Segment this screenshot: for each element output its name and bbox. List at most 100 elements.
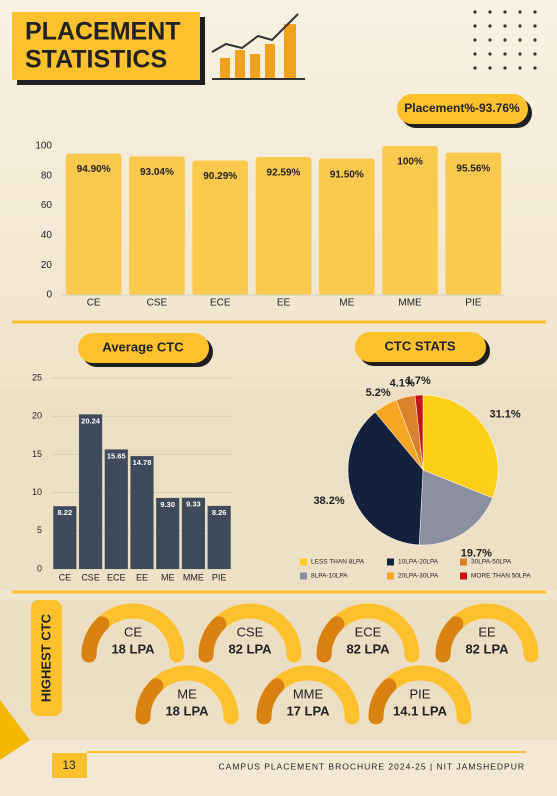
data-label: 15.65 <box>107 451 126 460</box>
data-label: 92.59% <box>267 168 301 179</box>
dot <box>503 66 507 70</box>
data-label: 19.7% <box>461 547 492 559</box>
y-tick-label: 20 <box>41 260 53 271</box>
dot <box>518 66 522 70</box>
gauge-branch: CE <box>124 624 142 639</box>
y-tick-label: 100 <box>35 141 52 152</box>
legend-label: LESS THAN 8LPA <box>311 559 365 566</box>
dot <box>533 10 537 14</box>
gauge-value: 82 LPA <box>228 641 272 656</box>
data-label: 4.1% <box>390 377 415 389</box>
x-tick-label: ECE <box>107 572 126 582</box>
bar <box>65 153 122 295</box>
x-tick-label: MME <box>183 572 204 582</box>
legend-label: 10LPA-20LPA <box>398 559 439 566</box>
legend-marker <box>300 572 307 580</box>
x-tick-label: ECE <box>210 298 231 309</box>
x-tick-label: MME <box>398 298 422 309</box>
dot <box>518 38 522 42</box>
bar <box>255 157 312 295</box>
gauge-accent <box>316 616 345 663</box>
data-label: 14.78 <box>133 458 152 467</box>
dot-grid <box>473 10 537 70</box>
x-tick-label: PIE <box>465 298 481 309</box>
gauge-accent <box>81 616 110 663</box>
page-number-box <box>52 753 87 778</box>
gauge-branch: ME <box>177 686 197 701</box>
pie-slice <box>347 411 424 546</box>
x-tick-label: CSE <box>147 298 168 309</box>
dot <box>503 52 507 56</box>
dot <box>473 10 477 14</box>
title-box <box>12 12 200 80</box>
data-label: 100% <box>397 157 423 168</box>
gauge-value: 18 LPA <box>165 703 209 718</box>
y-tick-label: 5 <box>37 525 42 535</box>
dot <box>488 10 492 14</box>
legend-label: 20LPA-30LPA <box>398 573 439 580</box>
dot <box>518 24 522 28</box>
y-tick-label: 40 <box>41 230 53 241</box>
pie-slice <box>414 394 424 471</box>
dot <box>503 24 507 28</box>
gauge-branch: MME <box>293 686 324 701</box>
gauge-value: 18 LPA <box>111 641 155 656</box>
legend-marker <box>460 572 467 580</box>
y-tick-label: 60 <box>41 200 53 211</box>
data-label: 91.50% <box>330 169 364 180</box>
title: STATISTICS <box>25 46 167 74</box>
pie-slice <box>418 469 493 546</box>
title: PLACEMENT <box>25 18 181 46</box>
legend-marker <box>387 572 394 580</box>
page-number: 13 <box>62 758 76 772</box>
dot <box>488 38 492 42</box>
gauge-branch: CSE <box>237 624 264 639</box>
data-label: 95.56% <box>456 163 490 174</box>
y-tick-label: 10 <box>32 487 42 497</box>
dot <box>503 38 507 42</box>
chart-title: Placement%-93.76% <box>404 101 520 115</box>
y-tick-label: 25 <box>32 372 42 382</box>
y-tick-label: 80 <box>41 170 53 181</box>
pie-slice <box>422 394 499 499</box>
gauge-branch: EE <box>478 624 496 639</box>
y-tick-label: 0 <box>46 290 52 301</box>
bar <box>445 152 502 295</box>
corner-decoration <box>0 700 30 760</box>
x-tick-label: EE <box>277 298 291 309</box>
data-label: 93.04% <box>140 167 174 178</box>
bar <box>129 156 185 295</box>
dot <box>533 38 537 42</box>
data-label: 9.33 <box>186 500 201 509</box>
dot <box>488 66 492 70</box>
legend-marker <box>387 558 394 566</box>
section-label-box <box>31 600 62 716</box>
gauge-value: 14.1 LPA <box>393 703 448 718</box>
x-tick-label: CSE <box>81 572 100 582</box>
data-label: 5.2% <box>366 387 391 399</box>
badge <box>78 333 209 363</box>
badge <box>355 332 486 362</box>
x-tick-label: PIE <box>212 572 227 582</box>
y-tick-label: 0 <box>37 563 42 573</box>
gauge-accent <box>435 616 464 663</box>
legend-marker <box>300 558 307 566</box>
bar <box>79 414 103 569</box>
dot <box>488 52 492 56</box>
dot <box>533 66 537 70</box>
bar <box>207 505 231 569</box>
bar <box>53 506 77 569</box>
dot <box>518 10 522 14</box>
data-label: 8.26 <box>212 508 227 517</box>
bar <box>156 497 180 569</box>
bar <box>192 160 249 295</box>
x-tick-label: CE <box>59 572 72 582</box>
y-tick-label: 15 <box>32 449 42 459</box>
data-label: 20.24 <box>81 416 101 425</box>
x-tick-label: EE <box>136 572 148 582</box>
badge <box>397 94 528 124</box>
data-label: 1.7% <box>406 375 431 387</box>
legend-marker <box>460 558 467 566</box>
